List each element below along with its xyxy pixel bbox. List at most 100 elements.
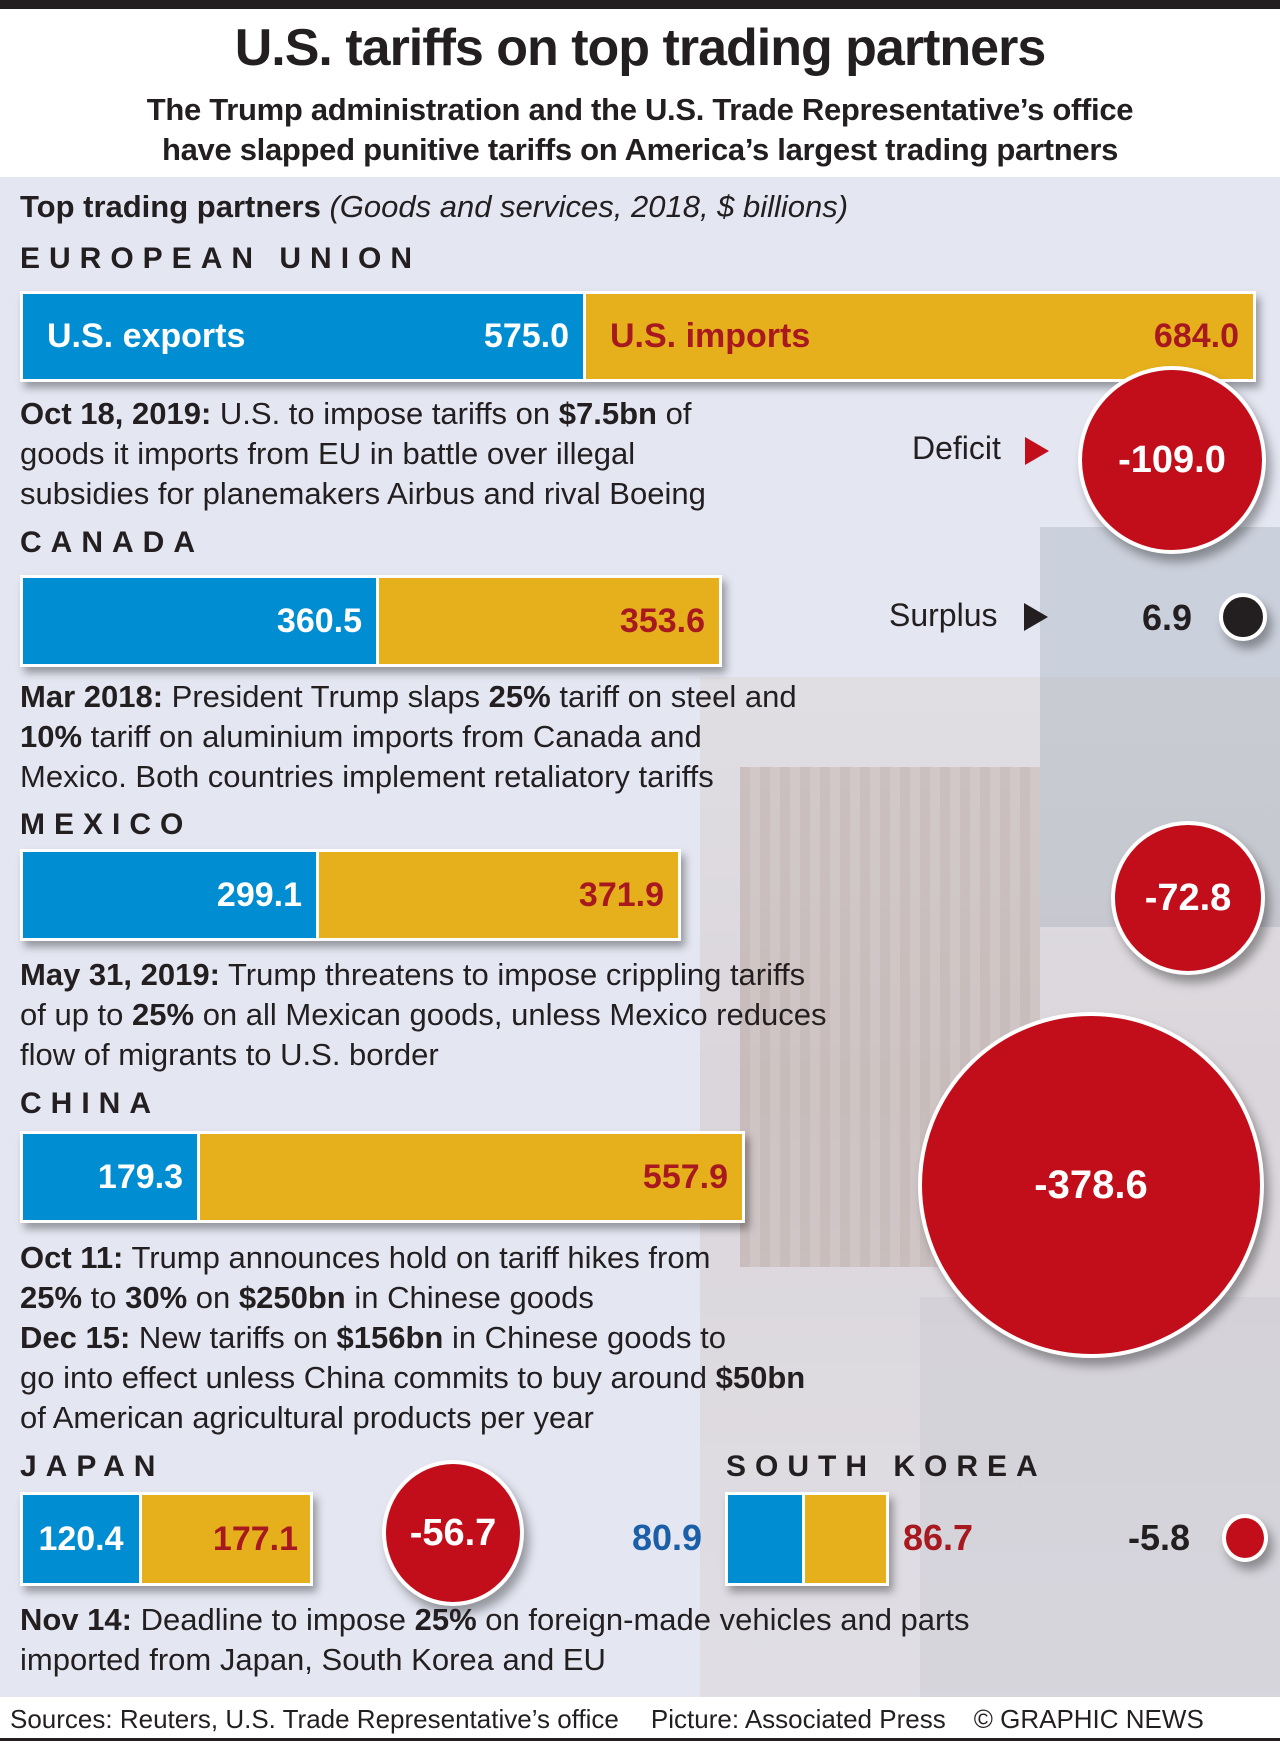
note-line: 25% to 30% on $250bn in Chinese goods bbox=[20, 1278, 805, 1318]
note-emphasis: 25% bbox=[414, 1602, 477, 1637]
note-text: subsidies for planemakers Airbus and riv… bbox=[20, 476, 706, 511]
eu-deficit-bubble: -109.0 bbox=[1078, 366, 1266, 554]
eu-imports-value: 684.0 bbox=[1153, 317, 1239, 355]
country-eu: EUROPEAN UNION bbox=[20, 242, 422, 275]
japan-deficit-bubble: -56.7 bbox=[382, 1460, 524, 1606]
note-text: New tariffs on bbox=[130, 1320, 337, 1355]
korea-exports-bar bbox=[728, 1495, 805, 1583]
note-line: May 31, 2019: Trump threatens to impose … bbox=[20, 955, 826, 995]
note-text: Deadline to impose bbox=[131, 1602, 415, 1637]
china-balance-value: -378.6 bbox=[1034, 1162, 1148, 1207]
subtitle-line-2: have slapped punitive tariffs on America… bbox=[161, 132, 1119, 167]
canada-exports-value: 360.5 bbox=[276, 601, 362, 640]
china-exports-bar: 179.3 bbox=[23, 1134, 200, 1220]
note-text: on bbox=[187, 1280, 239, 1315]
country-japan: JAPAN bbox=[20, 1450, 165, 1483]
korea-imports-bar bbox=[805, 1495, 886, 1583]
country-china: CHINA bbox=[20, 1087, 160, 1120]
korea-imports-value: 86.7 bbox=[903, 1517, 974, 1558]
note-line: flow of migrants to U.S. border bbox=[20, 1035, 826, 1075]
china-deficit-bubble: -378.6 bbox=[918, 1012, 1264, 1358]
korea-deficit-dot bbox=[1222, 1514, 1268, 1562]
mexico-exports-value: 299.1 bbox=[216, 875, 302, 914]
note-text: in Chinese goods bbox=[345, 1280, 594, 1315]
picture-credit: Picture: Associated Press bbox=[650, 1703, 946, 1734]
graphic-news-credit: © GRAPHIC NEWS bbox=[973, 1703, 1204, 1734]
japan-exports-value: 120.4 bbox=[38, 1519, 124, 1558]
note-text: on foreign-made vehicles and parts bbox=[476, 1602, 970, 1637]
note-line: Mexico. Both countries implement retalia… bbox=[20, 757, 797, 797]
note-line: Oct 18, 2019: U.S. to impose tariffs on … bbox=[20, 394, 706, 434]
mexico-imports-value: 371.9 bbox=[578, 875, 664, 914]
note-text: U.S. to impose tariffs on bbox=[211, 396, 559, 431]
deficit-arrow-icon bbox=[1025, 437, 1049, 465]
eu-imports-bar: U.S. imports 684.0 bbox=[586, 294, 1253, 379]
china-exports-value: 179.3 bbox=[97, 1157, 183, 1196]
sources-credit: Sources: Reuters, U.S. Trade Representat… bbox=[10, 1703, 619, 1734]
note-line: subsidies for planemakers Airbus and riv… bbox=[20, 474, 706, 514]
note-text: of up to bbox=[20, 997, 133, 1032]
note-line: of American agricultural products per ye… bbox=[20, 1398, 805, 1438]
canada-surplus-dot bbox=[1219, 593, 1267, 641]
canada-trade-bar: 360.5 353.6 bbox=[20, 575, 722, 667]
note-line: Nov 14: Deadline to impose 25% on foreig… bbox=[20, 1600, 969, 1640]
mexico-trade-bar: 299.1 371.9 bbox=[20, 849, 681, 941]
note-text: flow of migrants to U.S. border bbox=[20, 1037, 439, 1072]
note-text: to bbox=[82, 1280, 126, 1315]
japan-trade-bar: 120.4 177.1 bbox=[20, 1492, 313, 1586]
japan-exports-bar: 120.4 bbox=[23, 1495, 142, 1583]
note-emphasis: Nov 14: bbox=[20, 1602, 132, 1637]
note-text: Trump threatens to impose crippling tari… bbox=[219, 957, 806, 992]
surplus-label: Surplus bbox=[889, 597, 998, 633]
note-text: goods it imports from EU in battle over … bbox=[20, 436, 636, 471]
note-emphasis: Mar 2018: bbox=[20, 679, 164, 714]
note-line: Mar 2018: President Trump slaps 25% tari… bbox=[20, 677, 797, 717]
surplus-arrow-icon bbox=[1024, 603, 1048, 631]
canada-imports-value: 353.6 bbox=[619, 601, 705, 640]
canada-exports-bar: 360.5 bbox=[23, 578, 379, 664]
china-note: Oct 11: Trump announces hold on tariff h… bbox=[20, 1238, 805, 1438]
note-line: Oct 11: Trump announces hold on tariff h… bbox=[20, 1238, 805, 1278]
note-text: Trump announces hold on tariff hikes fro… bbox=[123, 1240, 711, 1275]
country-mexico: MEXICO bbox=[20, 808, 193, 841]
note-text: go into effect unless China commits to b… bbox=[20, 1360, 716, 1395]
country-canada: CANADA bbox=[20, 526, 204, 559]
eu-trade-bar: U.S. exports 575.0 U.S. imports 684.0 bbox=[20, 291, 1256, 382]
exports-label: U.S. exports bbox=[47, 317, 246, 355]
note-text: tariff on steel and bbox=[550, 679, 797, 714]
country-south-korea: SOUTH KOREA bbox=[726, 1450, 1047, 1483]
japan-imports-value: 177.1 bbox=[212, 1519, 298, 1558]
note-emphasis: Oct 18, 2019: bbox=[20, 396, 212, 431]
section-heading: Top trading partners (Goods and services… bbox=[20, 189, 848, 225]
note-text: Mexico. Both countries implement retalia… bbox=[20, 759, 714, 794]
canada-imports-bar: 353.6 bbox=[379, 578, 719, 664]
note-text: tariff on aluminium imports from Canada … bbox=[82, 719, 702, 754]
eu-balance-value: -109.0 bbox=[1118, 438, 1226, 481]
note-text: imported from Japan, South Korea and EU bbox=[20, 1642, 606, 1677]
note-text: on all Mexican goods, unless Mexico redu… bbox=[194, 997, 827, 1032]
note-line: 10% tariff on aluminium imports from Can… bbox=[20, 717, 797, 757]
note-emphasis: Dec 15: bbox=[20, 1320, 131, 1355]
note-text: in Chinese goods to bbox=[443, 1320, 726, 1355]
note-line: Dec 15: New tariffs on $156bn in Chinese… bbox=[20, 1318, 805, 1358]
deficit-label: Deficit bbox=[912, 430, 1001, 466]
heading-note: (Goods and services, 2018, $ billions) bbox=[329, 189, 849, 224]
note-emphasis: 10% bbox=[20, 719, 83, 754]
mexico-note: May 31, 2019: Trump threatens to impose … bbox=[20, 955, 826, 1075]
japan-korea-note: Nov 14: Deadline to impose 25% on foreig… bbox=[20, 1600, 969, 1680]
heading-text: Top trading partners bbox=[20, 189, 321, 224]
note-line: go into effect unless China commits to b… bbox=[20, 1358, 805, 1398]
mexico-deficit-bubble: -72.8 bbox=[1111, 821, 1265, 975]
japan-imports-bar: 177.1 bbox=[142, 1495, 310, 1583]
note-emphasis: 25% bbox=[488, 679, 551, 714]
top-rule bbox=[0, 0, 1280, 9]
note-emphasis: Oct 11: bbox=[20, 1240, 124, 1275]
eu-exports-value: 575.0 bbox=[483, 317, 569, 355]
note-line: of up to 25% on all Mexican goods, unles… bbox=[20, 995, 826, 1035]
canada-balance-value: 6.9 bbox=[1142, 597, 1193, 638]
note-line: goods it imports from EU in battle over … bbox=[20, 434, 706, 474]
imports-label: U.S. imports bbox=[610, 317, 811, 355]
china-trade-bar: 179.3 557.9 bbox=[20, 1131, 745, 1223]
eu-note: Oct 18, 2019: U.S. to impose tariffs on … bbox=[20, 394, 706, 514]
note-emphasis: 25% bbox=[20, 1280, 83, 1315]
